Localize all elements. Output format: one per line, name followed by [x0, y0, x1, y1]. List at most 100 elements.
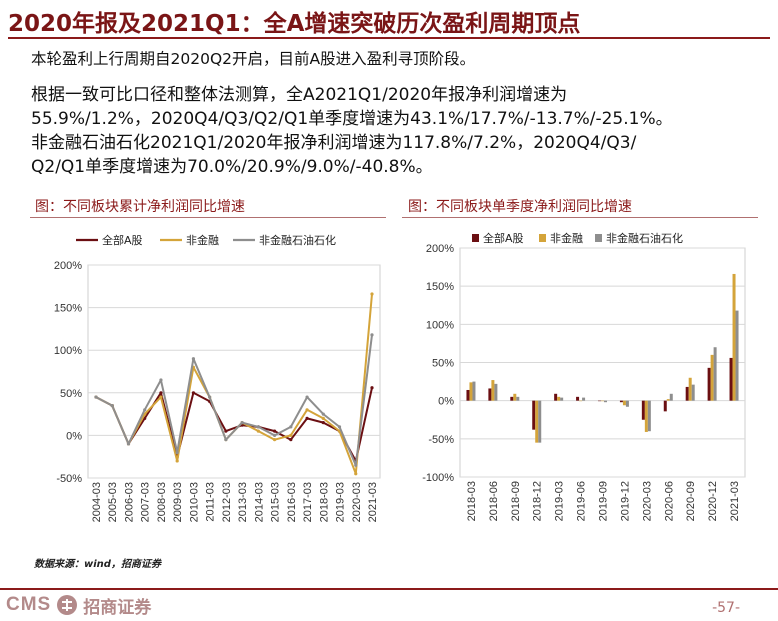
data-point — [272, 433, 277, 437]
page-number: -57- — [712, 600, 740, 616]
bar — [554, 393, 558, 401]
legend-label: 非金融 — [186, 233, 219, 247]
bar — [604, 400, 607, 403]
chart2-caption-rule — [402, 217, 758, 218]
y-tick-label: 100% — [426, 319, 454, 331]
bar — [622, 400, 626, 406]
body-line-2: 根据一致可比口径和整体法测算，全A2021Q1/2020年报净利润增速为 — [31, 85, 568, 105]
data-point — [159, 391, 163, 395]
bar — [669, 393, 673, 401]
bar — [538, 400, 542, 443]
bar — [710, 354, 714, 401]
data-point — [110, 403, 114, 408]
x-tick-label: 2019-12 — [619, 481, 631, 521]
logo-text: CMS — [6, 594, 52, 615]
data-point — [305, 408, 309, 412]
bar — [488, 388, 492, 401]
data-point — [159, 395, 163, 399]
cms-logo: CMS 招商证券 — [6, 592, 151, 618]
data-point — [289, 425, 293, 429]
bar — [713, 347, 717, 401]
y-tick-label: 50% — [60, 388, 82, 400]
x-tick-label: 2008-03 — [156, 482, 168, 522]
x-tick-label: 2018-12 — [532, 481, 544, 521]
x-tick-label: 2018-03 — [318, 482, 330, 522]
data-point — [240, 421, 244, 425]
page-title: 2020年报及2021Q1：全A增速突破历次盈利周期顶点 — [8, 11, 581, 37]
x-tick-label: 2019-09 — [598, 481, 610, 521]
bar — [516, 396, 520, 401]
bar — [647, 400, 651, 432]
y-tick-label: -50% — [56, 473, 82, 485]
bar — [510, 396, 514, 401]
series-line — [95, 387, 373, 462]
x-tick-label: 2018-03 — [466, 481, 478, 521]
bar — [625, 400, 629, 407]
x-tick-label: 2013-03 — [237, 482, 249, 522]
data-point — [256, 429, 260, 433]
footer-rule — [0, 588, 778, 590]
bar — [557, 396, 561, 401]
data-point — [321, 421, 325, 425]
x-tick-label: 2005-03 — [107, 482, 119, 522]
legend-swatch — [539, 234, 546, 242]
data-point — [191, 391, 196, 395]
bar — [732, 273, 736, 401]
data-point — [321, 412, 325, 416]
data-point — [175, 450, 179, 455]
data-point — [272, 429, 277, 433]
bar — [535, 400, 539, 443]
data-point — [126, 442, 131, 446]
x-tick-label: 2020-03 — [351, 482, 363, 522]
x-tick-label: 2006-03 — [123, 482, 135, 522]
y-tick-label: 200% — [54, 260, 82, 272]
bar — [644, 400, 648, 432]
x-tick-label: 2019-06 — [576, 481, 588, 521]
bar — [466, 389, 470, 401]
data-point — [305, 395, 309, 399]
bar — [619, 400, 623, 403]
body-line-5: Q2/Q1单季度增速为70.0%/20.9%/9.0%/-40.8%。 — [31, 157, 433, 177]
data-point — [272, 438, 277, 442]
y-tick-label: 50% — [432, 358, 454, 370]
data-point — [94, 395, 98, 399]
data-point — [143, 408, 147, 412]
bar — [494, 383, 498, 401]
x-tick-label: 2007-03 — [140, 482, 152, 522]
y-tick-label: 150% — [426, 281, 454, 293]
bar — [513, 393, 517, 401]
data-point — [175, 459, 179, 463]
bar — [532, 400, 536, 430]
y-tick-label: 200% — [426, 243, 454, 255]
line-chart: 200% 150% 100% 50% 0% -50% 2004-03 2005-03 2006-… — [30, 220, 390, 550]
y-tick-label: 100% — [54, 345, 82, 357]
chart2-caption: 图：不同板块单季度净利润同比增速 — [408, 199, 632, 215]
legend-label: 全部A股 — [102, 233, 143, 247]
legend-label: 全部A股 — [483, 231, 524, 245]
bar — [663, 400, 667, 412]
bar — [666, 399, 670, 401]
bar — [560, 397, 564, 401]
x-tick-label: 2014-03 — [253, 482, 265, 522]
bar — [735, 310, 739, 401]
bar — [582, 397, 586, 401]
data-point — [159, 378, 163, 382]
body-line-3: 55.9%/1.2%，2020Q4/Q3/Q2/Q1单季度增速为43.1%/17… — [31, 109, 673, 129]
x-tick-label: 2011-03 — [205, 482, 217, 522]
x-tick-label: 2020-06 — [663, 481, 675, 521]
legend-label: 非金融石油石化 — [259, 233, 336, 247]
logo-cn: 招商证券 — [83, 597, 152, 618]
line-chart-svg: 200% 150% 100% 50% 0% -50% 2004-03 2005-03 2006-… — [54, 233, 381, 522]
x-tick-label: 2016-03 — [286, 482, 298, 522]
x-tick-label: 2018-09 — [510, 481, 522, 521]
data-point — [224, 438, 228, 442]
legend-label: 非金融石油石化 — [606, 231, 683, 245]
x-tick-label: 2020-12 — [707, 481, 719, 521]
bar — [598, 400, 601, 402]
bar — [641, 400, 645, 420]
data-point — [256, 425, 260, 429]
x-tick-label: 2018-06 — [488, 481, 500, 521]
chart1-caption-rule — [30, 217, 386, 218]
y-tick-label: 150% — [54, 303, 82, 315]
bar — [469, 382, 473, 401]
